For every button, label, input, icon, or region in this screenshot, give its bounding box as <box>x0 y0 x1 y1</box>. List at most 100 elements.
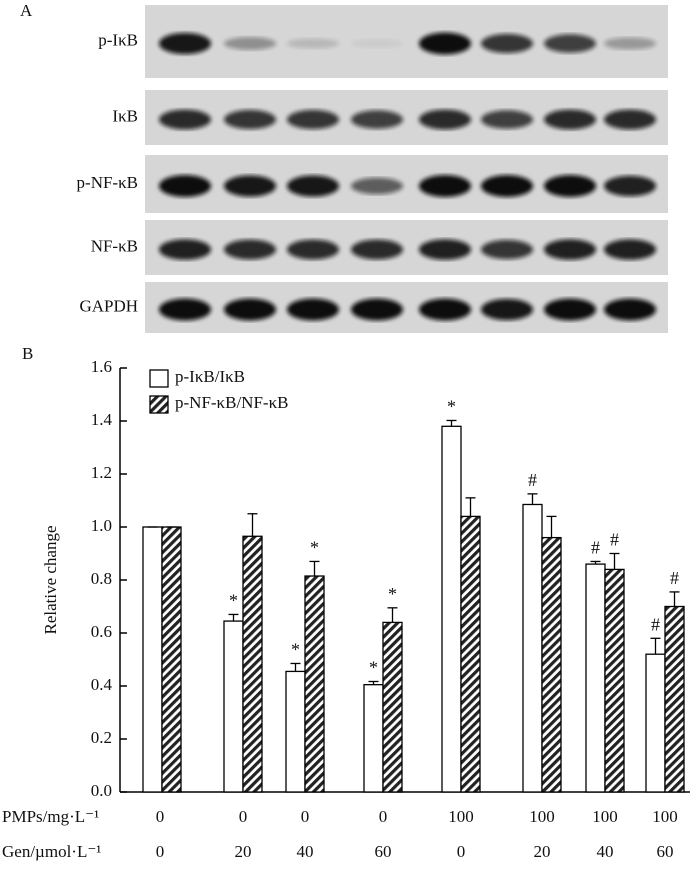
blot-band <box>544 298 596 321</box>
x-tick-label: 100 <box>448 807 474 826</box>
x-tick-label: 0 <box>239 807 248 826</box>
x-tick-label: 100 <box>529 807 555 826</box>
blot-band <box>419 298 471 321</box>
blot-band <box>419 109 471 130</box>
x-tick-label: 0 <box>301 807 310 826</box>
blot-band <box>544 34 596 53</box>
blot-band <box>481 239 533 260</box>
blot-row-label: NF-κB <box>91 236 138 255</box>
blot-band <box>604 37 656 50</box>
blot-band <box>419 239 471 260</box>
x-tick-label: 100 <box>652 807 678 826</box>
blot-band <box>224 298 276 321</box>
blot-band <box>481 110 533 129</box>
x-tick-label: 40 <box>297 842 314 861</box>
y-tick-label: 1.4 <box>91 410 113 429</box>
y-tick-label: 1.2 <box>91 463 112 482</box>
blot-band <box>604 239 656 260</box>
blot-band <box>159 32 211 55</box>
bar <box>460 515 481 793</box>
blot-band <box>419 175 471 197</box>
y-tick-label: 0.8 <box>91 569 112 588</box>
blot-row-label: IκB <box>112 106 138 125</box>
bar <box>441 425 462 793</box>
significance-mark: # <box>651 614 660 634</box>
bar <box>142 526 163 793</box>
blot-band <box>604 175 656 197</box>
blot-band <box>287 298 339 321</box>
x-tick-label: 20 <box>534 842 551 861</box>
y-tick-label: 1.0 <box>91 516 112 535</box>
significance-mark: * <box>388 584 397 604</box>
blot-band <box>544 109 596 130</box>
y-tick-label: 1.6 <box>91 357 112 376</box>
significance-mark: * <box>291 640 300 660</box>
blot-band <box>604 298 656 321</box>
blot-row-label: p-NF-κB <box>77 173 138 192</box>
panel-label: A <box>20 1 33 20</box>
x-tick-label: 40 <box>597 842 614 861</box>
significance-mark: * <box>447 397 456 417</box>
legend-swatch <box>149 395 169 414</box>
bar <box>664 605 685 793</box>
bar <box>382 621 403 793</box>
blot-band <box>287 109 339 130</box>
bar <box>585 563 606 793</box>
blot-row-label: GAPDH <box>79 296 138 315</box>
blot-band <box>287 175 339 197</box>
x-tick-label: 0 <box>156 842 165 861</box>
legend-label: p-NF-κB/NF-κB <box>175 393 288 412</box>
bar <box>604 568 625 793</box>
significance-mark: # <box>670 568 679 588</box>
y-tick-label: 0.0 <box>91 781 112 800</box>
significance-mark: # <box>610 530 619 550</box>
significance-mark: * <box>369 658 378 678</box>
bar <box>522 503 543 793</box>
x-row-label: PMPs/mg·L⁻¹ <box>2 807 99 826</box>
blot-band <box>544 239 596 260</box>
blot-band <box>159 109 211 130</box>
blot-band <box>351 239 403 260</box>
significance-mark: * <box>310 538 319 558</box>
bar <box>242 535 263 793</box>
blot-band <box>224 239 276 260</box>
bar <box>161 526 182 793</box>
blot-band <box>224 109 276 130</box>
y-axis-label: Relative change <box>41 525 60 634</box>
blot-band <box>481 175 533 197</box>
legend-label: p-IκB/IκB <box>175 367 245 386</box>
x-tick-label: 0 <box>156 807 165 826</box>
blot-band <box>224 37 276 50</box>
x-tick-label: 60 <box>657 842 674 861</box>
blot-band <box>159 239 211 260</box>
y-tick-label: 0.6 <box>91 622 112 641</box>
bar <box>541 536 562 793</box>
y-tick-label: 0.2 <box>91 728 112 747</box>
panel-label: B <box>22 344 33 363</box>
significance-mark: * <box>229 591 238 611</box>
bar <box>285 670 306 793</box>
blot-band <box>159 175 211 197</box>
blot-row-label: p-IκB <box>98 30 138 49</box>
blot-band <box>287 239 339 260</box>
blot-band <box>351 110 403 129</box>
blot-band <box>351 298 403 321</box>
blot-band <box>481 33 533 54</box>
y-tick-label: 0.4 <box>91 675 113 694</box>
bar <box>363 684 384 793</box>
blot-band <box>351 177 403 195</box>
blot-band <box>544 175 596 197</box>
significance-mark: # <box>591 538 600 558</box>
x-tick-label: 0 <box>379 807 388 826</box>
x-tick-label: 60 <box>375 842 392 861</box>
legend-swatch <box>149 369 169 388</box>
blot-band <box>419 32 471 55</box>
bar <box>223 620 244 793</box>
blot-band <box>481 298 533 321</box>
blot-band <box>224 175 276 197</box>
blot-band <box>287 38 339 49</box>
bar <box>645 653 666 793</box>
significance-mark: # <box>528 470 537 490</box>
blot-band <box>159 298 211 321</box>
